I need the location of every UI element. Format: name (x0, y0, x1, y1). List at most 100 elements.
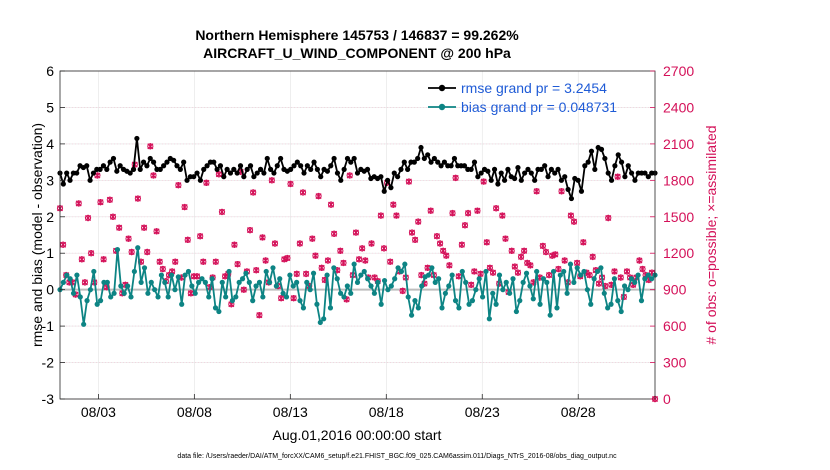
obs-assimilated-point (150, 172, 157, 179)
rmse-point (341, 166, 347, 172)
bias-point (182, 272, 188, 278)
bias-point (81, 321, 87, 327)
bias-point (131, 268, 137, 275)
y-tick-label: 6 (46, 63, 54, 79)
obs-assimilated-point (412, 236, 419, 244)
rmse-point (314, 166, 320, 172)
bias-point (591, 276, 597, 282)
bias-point (209, 276, 215, 282)
rmse-point (308, 166, 314, 172)
obs-assimilated-point (549, 252, 556, 259)
obs-assimilated-point (461, 222, 468, 229)
bias-point (358, 272, 364, 278)
rmse-point (405, 166, 411, 172)
bias-point (216, 308, 222, 315)
bias-point (557, 272, 563, 278)
obs-assimilated-point (387, 258, 394, 265)
obs-assimilated-point (455, 273, 462, 280)
obs-assimilated-point (231, 241, 238, 248)
rmse-point (237, 163, 244, 169)
bias-point (493, 301, 499, 307)
y-tick-label: 0 (46, 282, 54, 298)
obs-assimilated-point (399, 287, 406, 295)
obs-assimilated-point (437, 240, 444, 247)
obs-assimilated-point (128, 248, 135, 256)
obs-assimilated-point (574, 259, 581, 267)
bias-point (395, 265, 401, 271)
bias-point (371, 290, 378, 296)
rmse-point (578, 188, 585, 194)
rmse-point (161, 163, 167, 169)
bias-point (337, 290, 344, 296)
obs-assimilated-point (527, 262, 534, 269)
bias-point (645, 272, 651, 278)
obs-assimilated-point (567, 212, 574, 219)
bias-point (125, 283, 131, 289)
obs-assimilated-point (147, 143, 154, 150)
rmse-point (461, 163, 468, 169)
obs-assimilated-point (352, 229, 359, 236)
rmse-point (114, 168, 120, 174)
obs-assimilated-point (203, 179, 210, 186)
rmse-point (629, 170, 635, 176)
rmse-point (618, 159, 625, 165)
obs-assimilated-point (483, 239, 490, 246)
obs-assimilated-point (518, 253, 525, 261)
obs-assimilated-point (271, 240, 278, 247)
bias-point (128, 294, 134, 300)
bias-point (561, 268, 567, 275)
bias-point (408, 312, 415, 318)
rmse-point (181, 159, 187, 165)
rmse-point (598, 146, 605, 152)
obs-assimilated-point (253, 267, 260, 274)
x-tick-label: 08/18 (369, 404, 404, 420)
bias-point (496, 272, 503, 278)
bias-point (74, 272, 80, 278)
bias-point (273, 283, 279, 289)
bias-point (615, 298, 621, 304)
bias-point (412, 298, 418, 304)
obs-assimilated-point (293, 270, 300, 278)
obs-assimilated-point (486, 264, 493, 271)
obs-assimilated-point (480, 178, 487, 185)
bias-point (500, 287, 506, 293)
bias-point (223, 294, 229, 300)
rmse-point (545, 174, 551, 180)
bias-point (243, 270, 249, 276)
bias-point (510, 276, 516, 282)
plot-frame (59, 70, 656, 400)
obs-assimilated-point (405, 178, 412, 185)
x-tick-label: 08/03 (81, 404, 116, 420)
bias-point (608, 301, 614, 307)
bias-point (67, 276, 73, 282)
bias-point (415, 305, 421, 311)
bias-point (172, 287, 178, 293)
rmse-point (130, 166, 137, 172)
bias-point (378, 301, 384, 307)
obs-assimilated-point (194, 273, 201, 280)
rmse-point (278, 155, 284, 162)
obs-assimilated-point (415, 218, 422, 225)
rmse-point (231, 166, 237, 172)
bias-point (236, 279, 242, 285)
obs-assimilated-point (471, 268, 478, 275)
rmse-point (97, 166, 103, 172)
rmse-point (425, 152, 431, 158)
obs-assimilated-point (184, 236, 191, 244)
bias-point (354, 279, 361, 285)
bias-point (263, 268, 269, 275)
bias-point (476, 276, 482, 282)
y-tick-label: 2 (46, 209, 54, 225)
rmse-point (140, 159, 147, 165)
obs-assimilated-point (639, 265, 646, 273)
bias-point (520, 279, 526, 285)
bias-series (57, 245, 658, 327)
rmse-point (84, 163, 90, 169)
rmse-point (157, 166, 163, 172)
bias-point (135, 245, 141, 251)
bias-point (392, 276, 398, 282)
obs-assimilated-point (324, 257, 331, 264)
rmse-point (428, 159, 434, 165)
bias-point (253, 283, 259, 289)
rmse-point (247, 163, 254, 169)
